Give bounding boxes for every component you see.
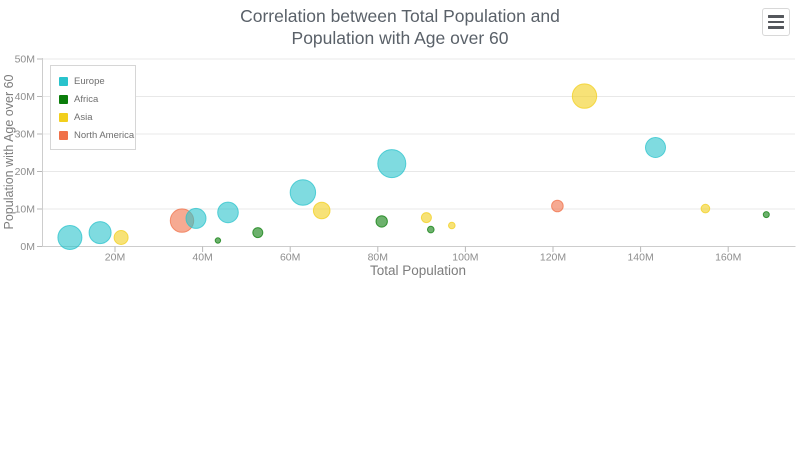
legend-marker [59,76,68,86]
y-tick-label: 40M [15,91,35,103]
bubble-point-africa[interactable] [762,211,770,219]
x-tick-label: 40M [192,252,212,264]
bubble-point-europe[interactable] [185,207,207,229]
bubble-point-europe[interactable] [377,149,407,179]
legend: Europe Africa Asia North America [50,65,136,150]
hamburger-icon [768,15,784,18]
bubble-point-asia[interactable] [420,212,432,224]
bubble-point-europe[interactable] [57,225,83,250]
bubble-point-asia[interactable] [571,83,598,109]
x-axis-title: Total Population [370,263,466,278]
x-tick-label: 60M [280,252,300,264]
x-tick-label: 120M [540,252,566,264]
bubble-point-africa[interactable] [214,237,222,244]
bubble-point-asia[interactable] [312,201,331,220]
legend-item-asia[interactable]: Asia [59,110,127,124]
legend-item-north-america[interactable]: North America [59,128,134,142]
bubble-point-africa[interactable] [427,225,435,234]
hamburger-icon [768,26,784,29]
bubble-point-europe[interactable] [88,221,112,245]
legend-item-label: Africa [74,93,99,105]
legend-item-label: Asia [74,111,93,123]
legend-item-label: Europe [74,75,105,87]
legend-item-label: North America [74,129,135,141]
y-tick-label: 0M [20,241,35,253]
legend-item-africa[interactable]: Africa [59,92,127,106]
hamburger-icon [768,20,784,24]
bubble-point-europe[interactable] [645,137,666,158]
plot-area: 0M 10M 20M 30M 40M 50M 20M 40M 60M 80M 100M 120M 140… [2,54,796,278]
x-tick-label: 100M [452,252,478,264]
legend-marker [59,112,68,122]
legend-item-europe[interactable]: Europe [59,74,127,88]
export-menu-button[interactable] [762,8,790,36]
chart-title-line2: Population with Age over 60 [291,28,509,48]
y-axis-title: Population with Age over 60 [2,74,16,229]
legend-marker [59,94,68,104]
y-tick-label: 50M [15,54,35,66]
bubble-point-africa[interactable] [375,215,388,228]
x-tick-label: 140M [627,252,653,264]
bubble-point-asia[interactable] [448,221,456,230]
x-tick-label: 20M [105,252,125,264]
y-tick-label: 30M [15,129,35,141]
x-tick-label: 160M [715,252,741,264]
bubble-point-africa[interactable] [252,227,264,239]
bubble-point-asia[interactable] [700,203,711,214]
chart-title-line1: Correlation between Total Population and [240,6,560,26]
legend-marker [59,130,68,140]
bubble-point-europe[interactable] [217,201,239,224]
bubble-point-north-america[interactable] [551,199,564,213]
bubble-point-asia[interactable] [113,230,129,245]
bubble-point-europe[interactable] [289,179,317,206]
y-tick-label: 20M [15,166,35,178]
chart-title: Correlation between Total Population and… [0,5,800,49]
x-tick-label: 80M [368,252,388,264]
y-tick-label: 10M [15,204,35,216]
